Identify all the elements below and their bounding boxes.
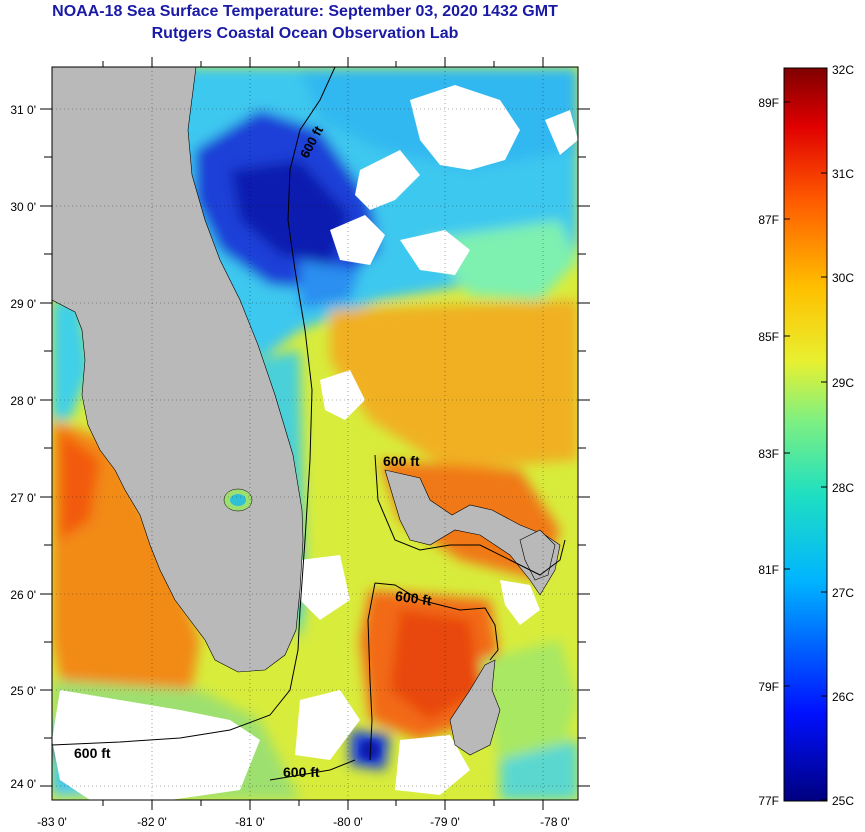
colorbar-fahrenheit-labels: 89F 87F 85F 83F 81F 79F 77F <box>758 96 779 808</box>
florida-peninsula <box>52 67 304 673</box>
contour-label: 600 ft <box>283 764 320 780</box>
lat-label: 25 0' <box>10 684 36 698</box>
lon-label: -82 0' <box>137 815 167 829</box>
map-title: NOAA-18 Sea Surface Temperature: Septemb… <box>52 3 558 20</box>
map-subtitle: Rutgers Coastal Ocean Observation Lab <box>151 25 459 42</box>
lat-label: 26 0' <box>10 588 36 602</box>
fahrenheit-label: 87F <box>758 213 779 227</box>
colorbar <box>783 67 828 802</box>
isobath-tongue-west <box>367 582 376 761</box>
celsius-label: 28C <box>832 481 854 495</box>
map-frame <box>51 66 579 801</box>
celsius-label: 25C <box>832 794 854 808</box>
fahrenheit-label: 77F <box>758 794 779 808</box>
fahrenheit-label: 83F <box>758 447 779 461</box>
contour-label: 600 ft <box>74 745 111 761</box>
cloud-mask <box>52 85 578 800</box>
fahrenheit-label: 85F <box>758 330 779 344</box>
contour-label: 600 ft <box>383 453 420 469</box>
lake-center <box>230 494 246 506</box>
lon-label: -78 0' <box>540 815 570 829</box>
isobath-south <box>269 759 356 781</box>
lat-label: 31 0' <box>10 103 36 117</box>
lon-ticks <box>102 57 544 810</box>
lat-label: 27 0' <box>10 491 36 505</box>
sst-field: 600 ft 600 ft 600 ft 600 ft 600 ft <box>52 67 578 800</box>
colorbar-ticks <box>784 67 827 801</box>
lat-ticks <box>40 108 590 787</box>
colorbar-celsius-labels: 32C 31C 30C 29C 28C 27C 26C 25C <box>832 63 854 808</box>
fahrenheit-label: 79F <box>758 680 779 694</box>
fahrenheit-label: 89F <box>758 96 779 110</box>
andros-island <box>449 659 501 756</box>
lat-label: 30 0' <box>10 200 36 214</box>
isobath-tongue-east <box>374 582 499 661</box>
fahrenheit-label: 81F <box>758 563 779 577</box>
lat-labels: 31 0' 30 0' 29 0' 28 0' 27 0' 26 0' 25 0… <box>10 103 36 791</box>
abaco-island <box>519 529 556 581</box>
lon-label: -83 0' <box>37 815 67 829</box>
lat-label: 24 0' <box>10 777 36 791</box>
lon-labels: -83 0' -82 0' -81 0' -80 0' -79 0' -78 0… <box>37 815 570 829</box>
isobath-grand-bahama <box>374 454 566 576</box>
celsius-label: 29C <box>832 376 854 390</box>
celsius-label: 26C <box>832 690 854 704</box>
lon-label: -79 0' <box>430 815 460 829</box>
celsius-label: 31C <box>832 167 854 181</box>
isobath-florida <box>52 67 336 746</box>
land <box>52 67 561 756</box>
celsius-label: 32C <box>832 63 854 77</box>
contour-label: 600 ft <box>394 588 433 609</box>
celsius-label: 30C <box>832 271 854 285</box>
isobath-contours <box>52 67 566 781</box>
lat-label: 28 0' <box>10 394 36 408</box>
celsius-label: 27C <box>832 586 854 600</box>
lon-label: -81 0' <box>235 815 265 829</box>
lon-label: -80 0' <box>333 815 363 829</box>
lat-label: 29 0' <box>10 297 36 311</box>
grand-bahama-island <box>384 469 561 596</box>
